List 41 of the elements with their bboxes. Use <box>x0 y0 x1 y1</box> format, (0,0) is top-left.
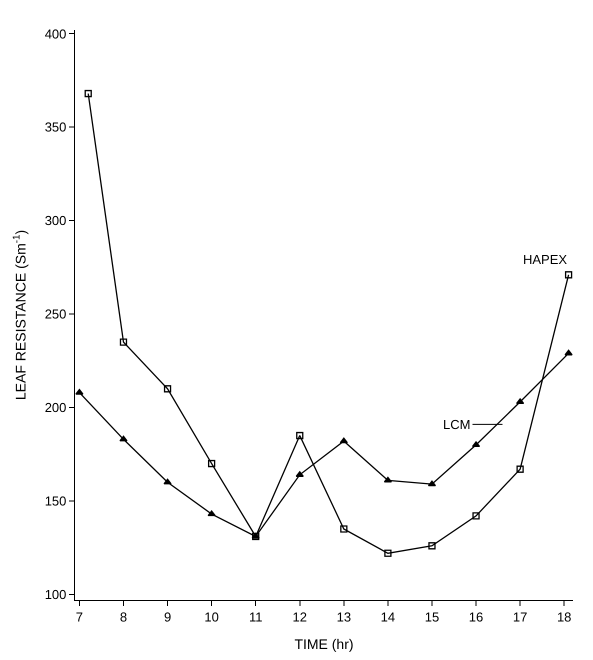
x-axis-title: TIME (hr) <box>294 636 354 652</box>
point <box>296 471 304 477</box>
x-tick-label: 7 <box>76 610 84 625</box>
point <box>384 476 392 483</box>
point <box>164 385 172 392</box>
point <box>428 480 436 486</box>
y-tick-label: 400 <box>44 26 66 42</box>
point <box>428 542 436 550</box>
point <box>208 510 216 516</box>
point <box>472 512 480 520</box>
point <box>472 441 480 448</box>
point <box>340 438 348 444</box>
point <box>84 90 92 98</box>
x-tick-label: 11 <box>248 610 262 625</box>
x-tick-label: 15 <box>424 610 440 625</box>
point <box>296 432 304 440</box>
point <box>516 398 524 404</box>
x-tick-label: 13 <box>336 610 352 625</box>
x-tick-label: 18 <box>556 610 572 625</box>
point <box>516 466 524 473</box>
x-tick-label: 16 <box>468 610 484 625</box>
x-tick-label: 12 <box>292 610 307 625</box>
x-tick-label: 8 <box>120 610 128 625</box>
point <box>340 525 348 533</box>
point <box>208 460 216 468</box>
annotation: HAPEX <box>523 252 568 267</box>
point <box>564 271 572 278</box>
y-tick-label: 150 <box>44 494 66 508</box>
point <box>120 338 128 346</box>
x-tick-label: 9 <box>164 610 172 625</box>
y-tick-label: 250 <box>44 306 66 322</box>
y-tick-label: 100 <box>44 586 66 602</box>
y-tick-label: 200 <box>44 400 66 416</box>
point <box>384 550 392 557</box>
x-tick-label: 10 <box>204 610 219 625</box>
y-tick-label: 350 <box>44 120 66 135</box>
x-tick-label: 17 <box>512 610 528 625</box>
annotation: LCM <box>443 417 470 432</box>
x-tick-label: 14 <box>380 610 396 625</box>
point <box>75 388 84 395</box>
y-tick-label: 300 <box>44 213 66 228</box>
